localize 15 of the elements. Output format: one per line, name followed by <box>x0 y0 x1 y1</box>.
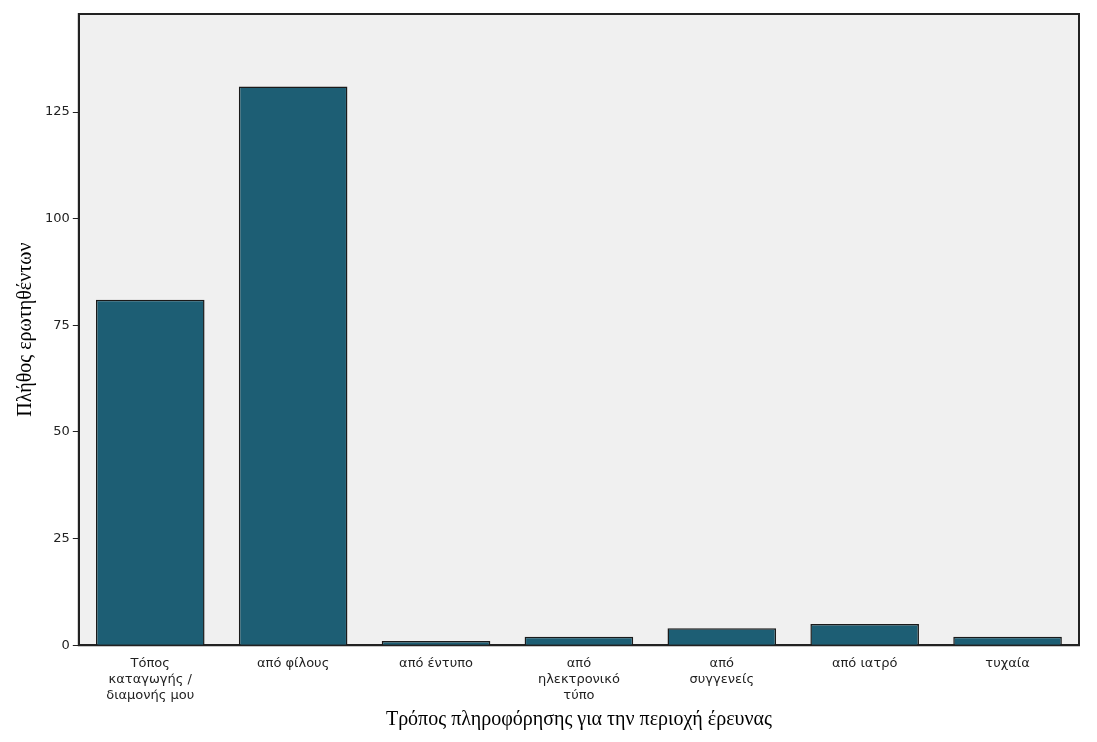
y-axis-title: Πλήθος ερωτηθέντων <box>13 242 37 417</box>
x-tick-label: από ιατρό <box>831 655 898 671</box>
y-tick-label: 100 <box>44 210 70 226</box>
y-tick-label: 75 <box>53 316 70 332</box>
x-tick-label: από έντυπο <box>399 655 474 671</box>
x-axis-title: Τρόπος πληροφόρησης για την περιοχή έρευνας <box>385 707 772 731</box>
x-tick-label: από συγγενείς <box>689 655 755 686</box>
x-tick-label: Τόπος καταγωγής / διαμονής μου <box>106 655 195 702</box>
x-tick-label: από φίλους <box>257 655 330 671</box>
x-tick-label: τυχαία <box>985 655 1030 671</box>
x-tick-label: από ηλεκτρονικό τύπο <box>537 655 620 702</box>
y-tick-label: 50 <box>53 423 70 439</box>
y-tick-label: 25 <box>53 529 70 545</box>
y-tick-label: 125 <box>44 103 70 119</box>
y-tick-label: 0 <box>61 636 70 652</box>
